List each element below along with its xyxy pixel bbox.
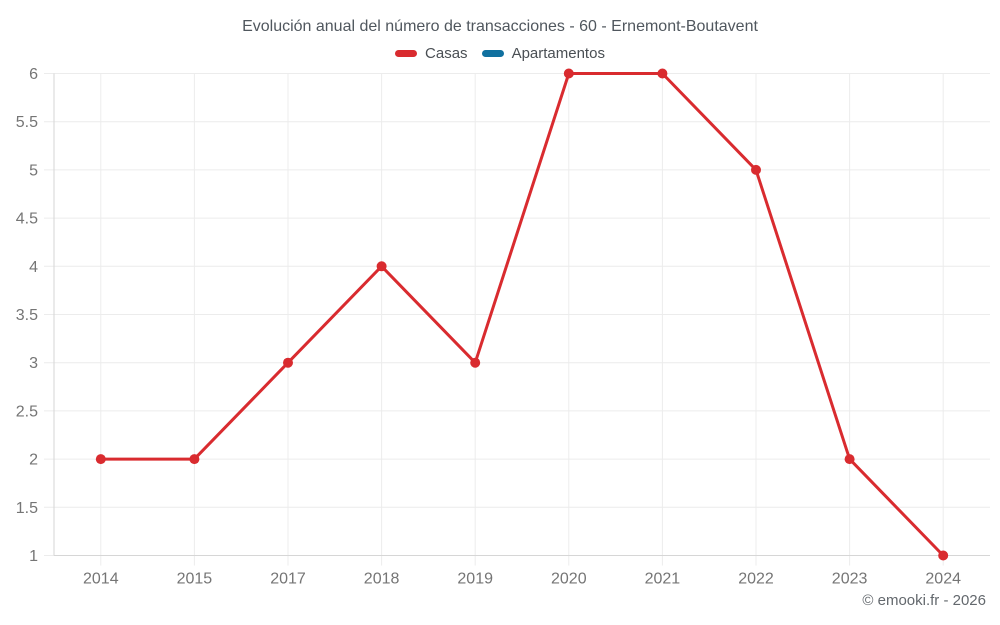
y-tick-label: 3.5: [16, 307, 38, 324]
series-line-casas: [99, 72, 945, 557]
data-point[interactable]: [938, 550, 949, 561]
chart-title: Evolución anual del número de transaccio…: [242, 18, 758, 35]
x-tick-label: 2014: [83, 571, 119, 588]
x-tick-label: 2023: [832, 571, 868, 588]
y-tick-label: 3: [29, 355, 38, 372]
x-tick-label: 2015: [177, 571, 213, 588]
data-point[interactable]: [470, 357, 481, 368]
legend-item-apartamentos[interactable]: Apartamentos: [481, 45, 605, 62]
data-point[interactable]: [563, 68, 574, 79]
watermark: © emooki.fr - 2026: [862, 592, 986, 609]
x-tick-label: 2021: [645, 571, 681, 588]
legend-item-casas[interactable]: Casas: [395, 45, 468, 62]
x-tick-label: 2022: [738, 571, 774, 588]
y-tick-label: 4.5: [16, 211, 38, 228]
legend: Casas Apartamentos: [0, 45, 1000, 62]
y-tick-label: 1.5: [16, 500, 38, 517]
data-point[interactable]: [95, 454, 106, 465]
legend-label-apartamentos: Apartamentos: [511, 45, 605, 62]
legend-label-casas: Casas: [425, 45, 468, 62]
data-point[interactable]: [844, 454, 855, 465]
y-tick-label: 2.5: [16, 403, 38, 420]
apartamentos-swatch-icon: [481, 50, 504, 57]
x-tick-label: 2018: [364, 571, 400, 588]
x-tick-label: 2019: [457, 571, 493, 588]
x-tick-label: 2020: [551, 571, 587, 588]
y-tick-label: 2: [29, 452, 38, 469]
data-point[interactable]: [751, 164, 761, 175]
y-tick-label: 4: [29, 259, 38, 276]
y-tick-label: 5.5: [16, 114, 38, 131]
y-tick-label: 1: [29, 548, 38, 565]
data-point[interactable]: [376, 261, 387, 272]
y-tick-label: 5: [29, 162, 38, 179]
data-point[interactable]: [189, 454, 200, 465]
x-tick-label: 2024: [925, 571, 961, 588]
data-point[interactable]: [657, 68, 668, 79]
data-point[interactable]: [283, 357, 293, 368]
x-tick-label: 2017: [270, 571, 306, 588]
y-tick-label: 6: [29, 66, 38, 83]
casas-swatch-icon: [395, 50, 418, 57]
